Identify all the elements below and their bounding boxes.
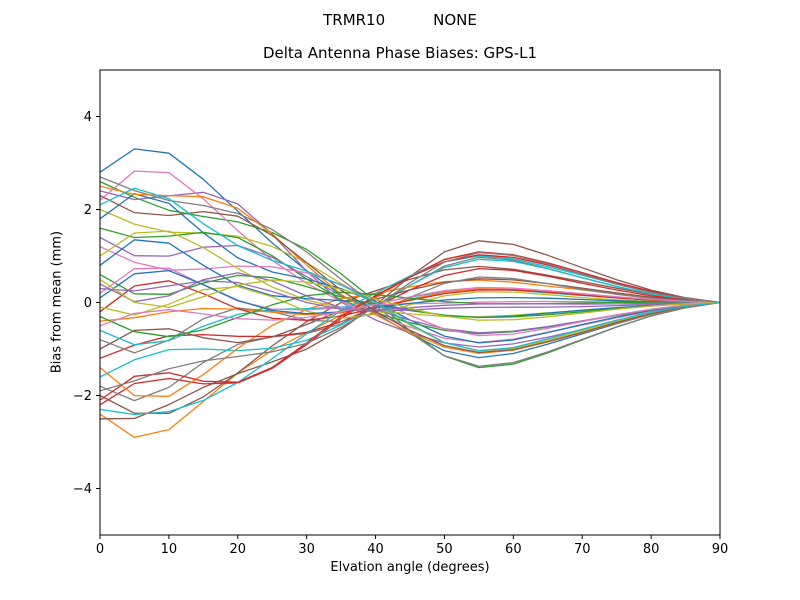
x-tick-label: 0 — [96, 542, 104, 557]
y-axis-label: Bias from mean (mm) — [49, 230, 65, 374]
y-tick-label: −4 — [73, 482, 92, 497]
suptitle-left-label: TRMR10 — [323, 11, 386, 29]
bias-line-35 — [99, 195, 721, 354]
bias-line-27 — [99, 176, 721, 367]
series-lines — [99, 148, 721, 439]
bias-line-15 — [99, 278, 721, 350]
figure-suptitle: TRMR10 NONE — [0, 11, 800, 29]
x-tick-label: 30 — [298, 542, 315, 557]
bias-line-9 — [99, 258, 721, 378]
y-tick-label: 2 — [84, 203, 92, 218]
x-tick-label: 60 — [505, 542, 522, 557]
y-tick-label: 4 — [84, 110, 92, 125]
bias-line-37 — [99, 251, 721, 392]
bias-line-28 — [99, 285, 721, 319]
y-tick-label: −2 — [73, 389, 92, 404]
bias-line-23 — [99, 280, 721, 321]
x-axis-label: Elvation angle (degrees) — [330, 560, 490, 575]
y-axis-ticks: −4 −2 0 2 4 — [73, 110, 100, 497]
x-axis-ticks: 0 10 20 30 40 50 60 70 80 90 — [96, 535, 728, 557]
bias-line-5 — [99, 265, 721, 415]
bias-line-0 — [99, 148, 721, 359]
bias-line-16 — [99, 246, 721, 337]
x-tick-label: 50 — [436, 542, 453, 557]
bias-line-2 — [99, 181, 721, 369]
bias-line-36 — [99, 286, 721, 327]
x-tick-label: 40 — [367, 542, 384, 557]
bias-line-32 — [99, 291, 721, 338]
x-tick-label: 80 — [643, 542, 660, 557]
x-tick-label: 70 — [574, 542, 591, 557]
bias-line-24 — [99, 272, 721, 312]
y-tick-label: 0 — [84, 296, 92, 311]
x-tick-label: 10 — [161, 542, 178, 557]
chart-title: Delta Antenna Phase Biases: GPS-L1 — [262, 44, 538, 62]
bias-line-30 — [99, 269, 721, 315]
suptitle-right-label: NONE — [433, 11, 477, 29]
bias-line-38 — [99, 278, 721, 321]
bias-line-39 — [99, 187, 721, 352]
x-tick-label: 90 — [712, 542, 729, 557]
bias-line-6 — [99, 170, 721, 344]
x-tick-label: 20 — [230, 542, 247, 557]
